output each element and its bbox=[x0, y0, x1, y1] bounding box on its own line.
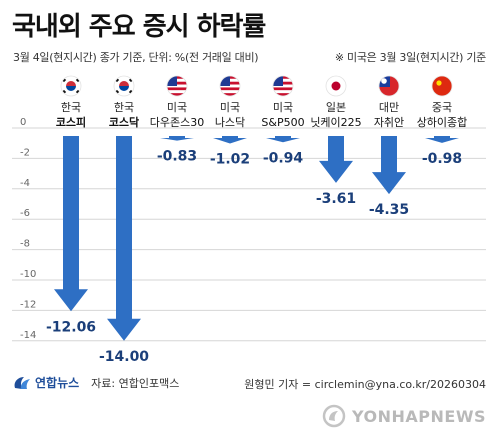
category-country-label: 한국 bbox=[114, 101, 134, 114]
note: ※ 미국은 3월 3일(현지시간) 기준 bbox=[334, 51, 486, 64]
y-tick-label: -4 bbox=[20, 178, 30, 189]
data-label: -0.94 bbox=[263, 150, 304, 166]
watermark-text: YONHAPNEWS bbox=[352, 406, 486, 426]
data-label: -0.83 bbox=[157, 149, 197, 165]
category-index-label: 상하이종합 bbox=[417, 115, 468, 129]
data-label: -14.00 bbox=[99, 349, 149, 365]
bar-arrow bbox=[425, 136, 459, 143]
usa-flag-icon bbox=[219, 75, 241, 97]
y-tick-label: 0 bbox=[20, 117, 26, 128]
category-country-label: 미국 bbox=[220, 101, 240, 114]
korea-flag-icon bbox=[113, 75, 135, 97]
data-label: -1.02 bbox=[210, 152, 250, 168]
usa-flag-icon bbox=[166, 75, 188, 97]
data-label: -3.61 bbox=[316, 191, 356, 207]
taiwan-flag-icon bbox=[378, 75, 400, 97]
bar-arrow bbox=[54, 136, 88, 312]
category-index-label: S&P500 bbox=[261, 116, 304, 129]
data-label: -0.98 bbox=[422, 151, 462, 167]
category-index-label: 닛케이225 bbox=[310, 116, 361, 129]
korea-flag-icon bbox=[60, 75, 82, 97]
usa-flag-icon bbox=[272, 75, 294, 97]
category-country-label: 일본 bbox=[326, 100, 346, 114]
yonhap-logo-icon bbox=[14, 376, 30, 389]
category-index-label: 자취안 bbox=[374, 116, 404, 129]
bar-arrow bbox=[107, 136, 141, 341]
source-text: 자료: 연합인포맥스 bbox=[91, 376, 180, 390]
china-flag-icon bbox=[431, 75, 453, 97]
category-country-label: 중국 bbox=[432, 101, 452, 114]
y-tick-label: -2 bbox=[20, 147, 30, 158]
category-country-label: 대만 bbox=[379, 101, 399, 114]
category-country-label: 미국 bbox=[273, 101, 293, 114]
y-tick-label: -10 bbox=[20, 269, 36, 280]
bar-arrow bbox=[319, 136, 353, 183]
category-index-label: 코스닥 bbox=[109, 115, 139, 129]
bar-arrow bbox=[266, 136, 300, 143]
category-index-label: 나스닥 bbox=[215, 116, 245, 129]
subtitle: 3월 4일(현지시간) 종가 기준, 단위: %(전 거래일 대비) bbox=[13, 51, 259, 64]
category-country-label: 미국 bbox=[167, 101, 187, 114]
data-label: -4.35 bbox=[369, 202, 409, 218]
watermark-logo-icon bbox=[322, 404, 346, 428]
category-country-label: 한국 bbox=[61, 101, 81, 114]
watermark: YONHAPNEWS bbox=[322, 404, 486, 428]
y-tick-label: -14 bbox=[20, 330, 36, 341]
bar-arrow bbox=[213, 136, 247, 144]
bar-arrow bbox=[160, 136, 194, 141]
byline: 원형민 기자 = circlemin@yna.co.kr/20260304 bbox=[244, 378, 486, 391]
category-index-label: 코스피 bbox=[56, 115, 86, 129]
y-tick-label: -12 bbox=[20, 299, 36, 310]
footer-source: 연합뉴스 자료: 연합인포맥스 bbox=[12, 374, 179, 391]
category-index-label: 다우존스30 bbox=[150, 116, 204, 129]
y-tick-label: -8 bbox=[20, 239, 30, 250]
bar-arrow bbox=[372, 136, 406, 195]
logo-text: 연합뉴스 bbox=[35, 376, 80, 390]
japan-flag-icon bbox=[325, 75, 347, 97]
page-title: 국내외 주요 증시 하락률 bbox=[12, 12, 266, 42]
y-tick-label: -6 bbox=[20, 208, 30, 219]
data-label: -12.06 bbox=[46, 319, 96, 335]
